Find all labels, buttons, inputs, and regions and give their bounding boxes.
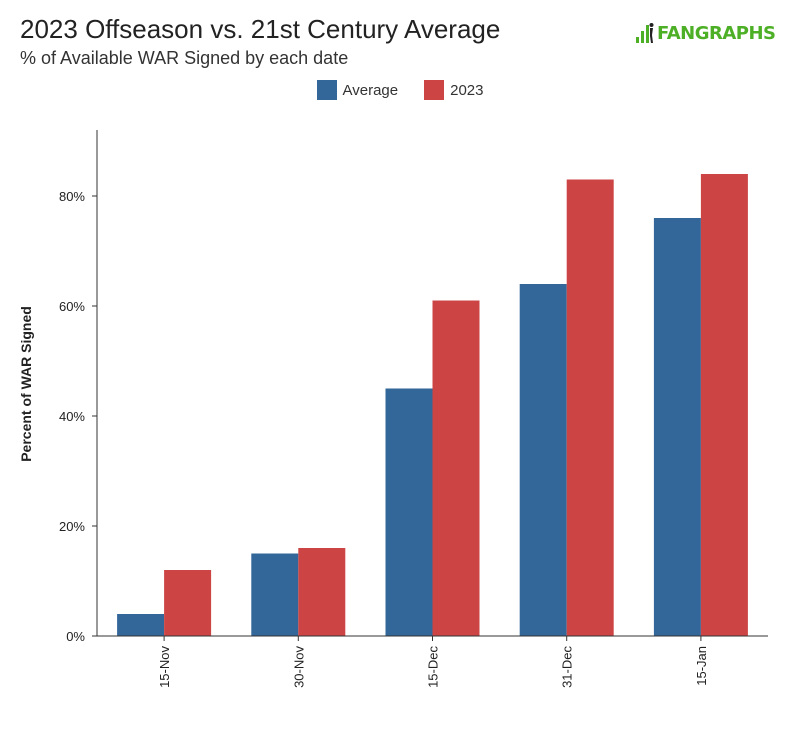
x-tick-label: 31-Dec <box>560 646 575 688</box>
fangraphs-logo-icon <box>636 23 654 43</box>
legend-swatch-average <box>316 80 337 100</box>
chart-marks <box>117 174 748 636</box>
bar-2023-31-dec <box>566 179 614 636</box>
fangraphs-logo-text: FANGRAPHS <box>657 22 776 44</box>
fangraphs-logo: FANGRAPHS <box>636 20 776 46</box>
bar-average-15-dec <box>385 388 433 636</box>
x-tick-label: 15-Dec <box>426 646 441 688</box>
y-tick-label: 0% <box>66 629 85 644</box>
legend-item-average: Average <box>316 80 399 100</box>
bar-average-31-dec <box>519 284 567 636</box>
bar-average-15-nov <box>117 614 165 636</box>
legend-swatch-2023 <box>424 80 445 100</box>
y-axis-label: Percent of WAR Signed <box>18 306 34 462</box>
bar-2023-30-nov <box>298 548 346 636</box>
chart-legend: Average 2023 <box>0 80 800 100</box>
y-tick-label: 40% <box>59 409 85 424</box>
chart-title: 2023 Offseason vs. 21st Century Average <box>20 14 501 44</box>
bar-2023-15-nov <box>164 570 212 636</box>
chart-axes: 15-Nov 30-Nov 15-Dec 31-Dec 15-Jan 0% 20% 40% 60… <box>59 130 768 688</box>
chart-subtitle: % of Available WAR Signed by each date <box>20 48 349 68</box>
bar-average-15-jan <box>653 218 701 636</box>
bar-2023-15-jan <box>700 174 748 636</box>
y-tick-label: 60% <box>59 299 85 314</box>
y-tick-label: 80% <box>59 189 85 204</box>
y-tick-label: 20% <box>59 519 85 534</box>
bar-2023-15-dec <box>432 300 480 636</box>
x-tick-label: 30-Nov <box>291 646 306 688</box>
x-tick-label: 15-Jan <box>694 646 709 686</box>
bar-average-30-nov <box>251 553 299 636</box>
legend-label-2023: 2023 <box>450 81 484 99</box>
legend-label-average: Average <box>342 81 399 99</box>
x-tick-label: 15-Nov <box>157 646 172 688</box>
legend-item-2023: 2023 <box>424 80 483 100</box>
